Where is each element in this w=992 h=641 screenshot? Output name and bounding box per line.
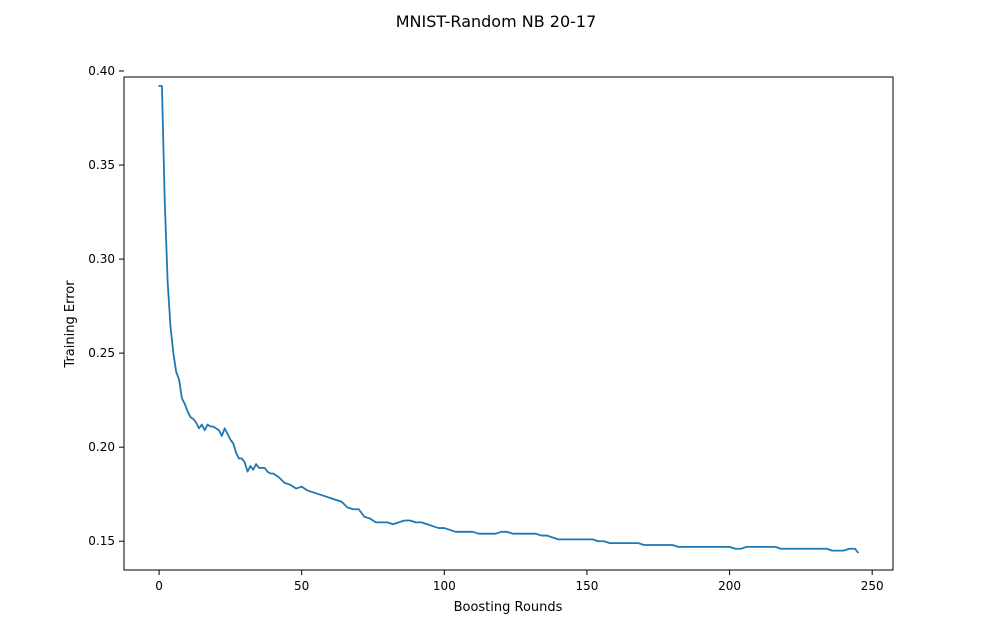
y-tick-label: 0.30 (88, 252, 115, 266)
x-tick-label: 200 (718, 579, 741, 593)
y-tick-label: 0.40 (88, 64, 115, 78)
y-tick-label: 0.35 (88, 158, 115, 172)
chart-title: MNIST-Random NB 20-17 (396, 12, 597, 31)
y-tick-label: 0.20 (88, 440, 115, 454)
y-axis: 0.15 0.20 0.25 0.30 0.35 0.40 (88, 64, 124, 548)
x-tick-label: 150 (575, 579, 598, 593)
y-tick-label: 0.15 (88, 534, 115, 548)
x-tick-label: 0 (155, 579, 163, 593)
y-tick-label: 0.25 (88, 346, 115, 360)
x-axis: 0 50 100 150 200 250 (155, 570, 884, 593)
x-tick-label: 250 (861, 579, 884, 593)
x-axis-label: Boosting Rounds (454, 600, 563, 615)
x-tick-label: 100 (433, 579, 456, 593)
y-axis-label: Training Error (63, 280, 78, 369)
plot-frame (123, 76, 894, 571)
training-error-line (158, 85, 859, 554)
x-tick-label: 50 (294, 579, 309, 593)
